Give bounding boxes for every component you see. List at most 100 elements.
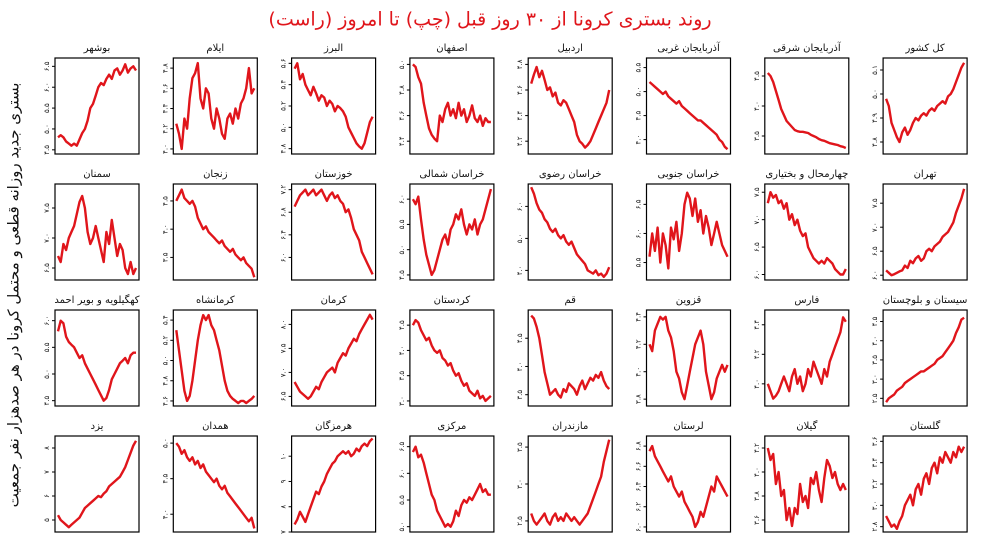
y-tick-label: ۴.۶: [161, 396, 169, 406]
y-tick-label: ۶.۸: [280, 207, 288, 217]
panel-title: زنجان: [203, 169, 228, 180]
y-tick-label: ۲.۵: [516, 516, 524, 526]
y-tick-label: ۴.۰: [516, 266, 524, 276]
y-tick-label: ۳.۰: [398, 396, 406, 406]
data-line: [766, 316, 847, 400]
panel-title: گلستان: [910, 420, 941, 432]
data-line: [175, 188, 256, 278]
y-tick-label: ۴.۵: [516, 333, 524, 343]
panel-frame: [54, 183, 140, 281]
y-tick-label: ۳.۵: [161, 252, 169, 262]
panel-frame: [172, 183, 258, 281]
y-tick-label: ۵.۰: [280, 122, 288, 132]
data-line: [293, 188, 374, 275]
data-line: [648, 444, 729, 529]
y-tick-label: ۴.۵: [161, 474, 169, 484]
data-line: [175, 442, 256, 529]
y-tick-label: ۵.۵: [635, 62, 643, 72]
panel-title: لرستان: [673, 421, 703, 432]
y-tick-label: ۶.۰: [398, 194, 406, 204]
y-tick-label: ۴.۶: [161, 83, 169, 93]
y-tick-label: ۵.۰: [398, 60, 406, 70]
panel-title: اصفهان: [436, 43, 467, 54]
y-tick-label: ۵: [43, 518, 51, 522]
panel-frame: [882, 435, 968, 533]
panel-frame: [527, 57, 613, 155]
panel-frame: [764, 57, 850, 155]
y-tick-label: ۵.۵: [635, 257, 643, 267]
y-tick-label: ۴.۵: [43, 396, 51, 406]
y-tick-label: ۳.۵: [871, 355, 879, 365]
y-tick-label: ۴.۲: [753, 443, 761, 453]
panel-title: سمنان: [83, 169, 111, 180]
data-line: [293, 62, 374, 150]
panel-frame: [172, 57, 258, 155]
y-tick-label: ۴.۵: [43, 145, 51, 155]
panel-frame: [409, 309, 495, 407]
y-tick-label: ۸: [280, 505, 288, 509]
data-line: [411, 188, 493, 277]
panel-title: آذربایجان شرقی: [773, 41, 842, 54]
y-tick-label: ۶.۰: [635, 229, 643, 239]
y-tick-label: ۴.۰: [161, 509, 169, 519]
y-tick-label: ۴.۸: [161, 376, 169, 386]
y-tick-label: ۵.۲: [280, 101, 288, 111]
y-tick-label: ۶.۰: [43, 82, 51, 92]
data-line: [411, 445, 491, 528]
y-tick-label: ۵.۶: [280, 58, 288, 68]
y-tick-label: ۵.۰: [635, 87, 643, 97]
y-tick-label: ۴.۲: [635, 339, 643, 349]
y-tick-label: ۷: [280, 530, 288, 534]
panel-frame: [527, 309, 613, 407]
y-tick-label: ۷.۰: [280, 368, 288, 378]
y-tick-label: ۵.۲: [161, 335, 169, 345]
panel-title: خوزستان: [315, 169, 353, 180]
y-tick-label: ۳.۶: [871, 436, 879, 446]
panel-frame: [54, 435, 140, 533]
y-tick-label: ۶.۵: [753, 242, 761, 252]
data-line: [530, 314, 611, 399]
y-tick-label: ۳.۰: [871, 500, 879, 510]
y-tick-label: ۴.۸: [398, 85, 406, 95]
y-tick-label: ۵.۰: [161, 438, 169, 448]
data-line: [766, 72, 847, 150]
panel-title: بوشهر: [83, 43, 110, 54]
y-tick-label: ۲.۸: [871, 522, 879, 532]
y-tick-label: ۵.۰: [398, 522, 406, 532]
y-tick-label: ۴.۴: [635, 312, 643, 322]
panel-title: قم: [564, 295, 576, 306]
y-tick-label: ۴.۰: [635, 367, 643, 377]
data-line: [648, 315, 729, 401]
panel-frame: [882, 183, 968, 281]
data-line: [648, 191, 729, 270]
panel-title: فارس: [794, 295, 819, 306]
panel-frame: [764, 435, 850, 533]
y-tick-label: ۷.۰: [43, 233, 51, 243]
y-tick-label: ۶.۰: [753, 270, 761, 280]
y-tick-label: ۶.۰: [516, 202, 524, 212]
y-tick-label: ۴.۵: [161, 196, 169, 206]
chart-title: روند بستری کرونا از ۳۰ روز قبل (چپ) تا ا…: [268, 9, 711, 31]
y-tick-label: ۵.۰: [43, 369, 51, 379]
y-tick-label: ۷.۵: [871, 198, 879, 208]
y-tick-label: ۸.۰: [280, 320, 288, 330]
data-line: [884, 62, 966, 144]
y-tick-label: ۵.۵: [398, 495, 406, 505]
data-line: [412, 63, 491, 143]
panel-title: مازندران: [552, 421, 588, 432]
data-line: [293, 437, 374, 525]
data-line: [530, 65, 611, 149]
y-tick-label: ۷.۵: [280, 343, 288, 353]
y-tick-label: ۴.۶: [398, 110, 406, 120]
panel-frame: [54, 309, 140, 407]
y-tick-label: ۴.۰: [516, 362, 524, 372]
panel-title: آذربایجان غربی: [657, 41, 721, 54]
panel-frame: [645, 183, 732, 281]
panel-title: تهران: [914, 169, 937, 180]
data-line: [530, 439, 611, 526]
panel-title: مرکزی: [437, 421, 466, 432]
y-tick-label: ۴.۵: [635, 110, 643, 120]
y-tick-label: ۶.۰: [280, 253, 288, 263]
y-tick-label: ۶.۴: [635, 481, 643, 491]
